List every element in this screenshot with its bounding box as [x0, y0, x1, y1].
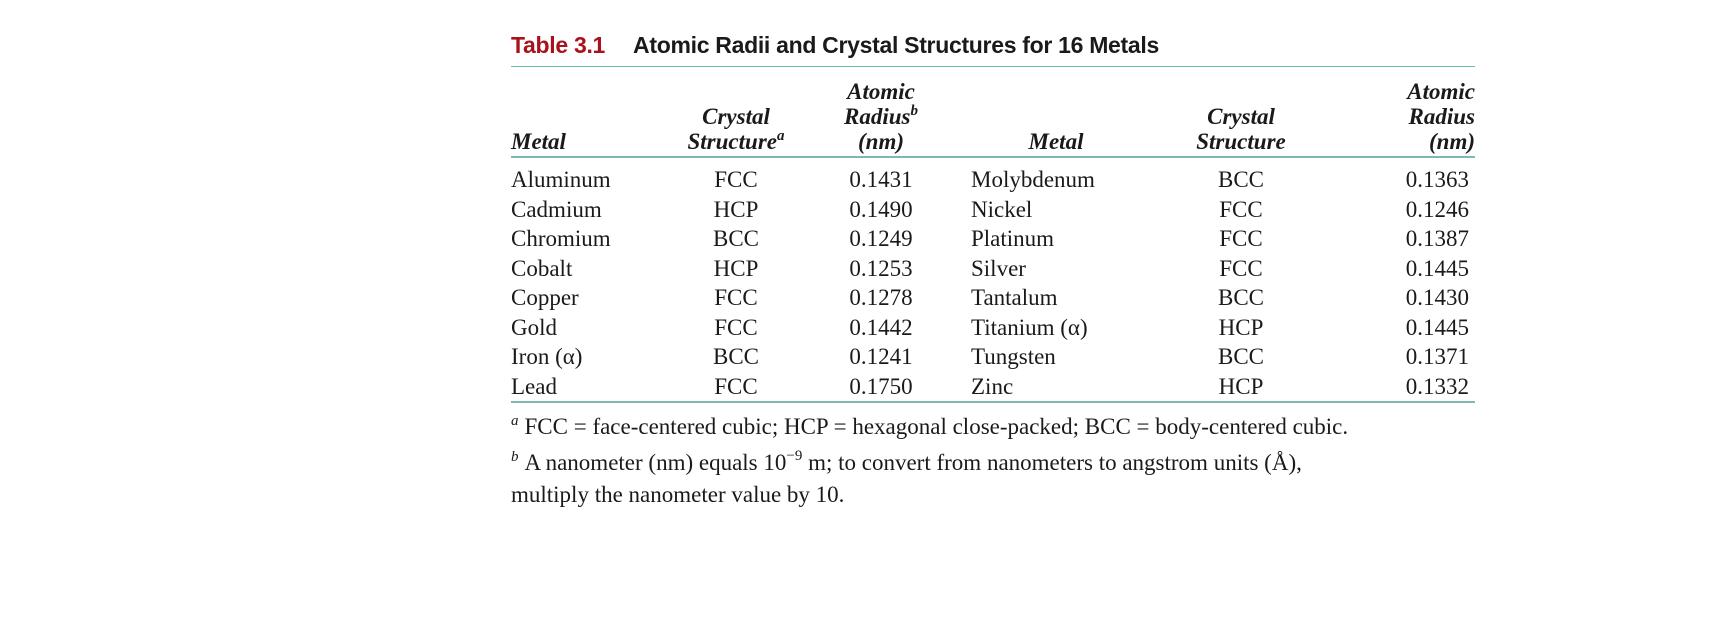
atomic-radius: 0.1445: [1405, 255, 1469, 281]
atomic-radius: 0.1430: [1405, 285, 1469, 310]
footnote-ref-a: a: [776, 128, 785, 144]
table-document: Table 3.1 Atomic Radii and Crystal Struct…: [511, 28, 1475, 511]
crystal-structure: FCC: [1219, 226, 1263, 251]
table-row: Iron (α) BCC 0.1241 Tungsten BCC 0.1371: [511, 342, 1475, 372]
crystal-structure: HCP: [1218, 373, 1264, 399]
metal-name: Copper: [511, 285, 579, 310]
metal-name: Aluminum: [511, 167, 611, 192]
crystal-structure: BCC: [712, 344, 760, 369]
footnote-mark-a: a: [511, 413, 519, 429]
atomic-radius: 0.1431: [849, 167, 913, 192]
crystal-structure: HCP: [713, 255, 759, 281]
crystal-structure: HCP: [713, 196, 759, 222]
atomic-radius: 0.1246: [1405, 196, 1469, 222]
header-rule: [511, 156, 1475, 158]
exponent: −9: [786, 448, 803, 464]
metal-name: Cobalt: [511, 255, 573, 281]
crystal-structure: BCC: [1217, 167, 1265, 192]
footnotes: a FCC = face-centered cubic; HCP = hexago…: [511, 411, 1475, 511]
crystal-structure: BCC: [1217, 344, 1265, 369]
crystal-structure: HCP: [1218, 314, 1264, 340]
crystal-structure: FCC: [714, 285, 758, 310]
atomic-radius: 0.1445: [1405, 314, 1469, 340]
table-header: Metal Crystal Structurea Atomic Radiusb …: [511, 67, 1475, 158]
metal-name: Gold: [511, 314, 557, 340]
atomic-radius: 0.1253: [849, 255, 913, 281]
table-caption: Table 3.1 Atomic Radii and Crystal Struct…: [511, 28, 1475, 66]
header-atomic-radius-right: Atomic Radius (nm): [1407, 79, 1475, 154]
footnote-a: a FCC = face-centered cubic; HCP = hexago…: [511, 411, 1475, 443]
atomic-radius: 0.1241: [849, 344, 913, 369]
atomic-radius: 0.1371: [1405, 344, 1469, 369]
atomic-radius: 0.1387: [1405, 226, 1469, 251]
table-row: Lead FCC 0.1750 Zinc HCP 0.1332: [511, 372, 1475, 402]
crystal-structure: FCC: [1219, 196, 1263, 222]
metal-name: Iron (α): [511, 344, 583, 369]
crystal-structure: FCC: [714, 373, 758, 399]
metals-table: Metal Crystal Structurea Atomic Radiusb …: [511, 67, 1475, 401]
header-atomic-radius-left: Atomic Radiusb (nm): [844, 79, 918, 154]
atomic-radius: 0.1332: [1405, 373, 1469, 399]
header-metal-right: Metal: [1028, 129, 1084, 154]
header-metal-left: Metal: [511, 129, 566, 154]
metal-name: Tantalum: [971, 285, 1058, 310]
metal-name: Tungsten: [971, 344, 1056, 369]
table-body: Aluminum FCC 0.1431 Molybdenum BCC 0.136…: [511, 158, 1475, 401]
footnote-mark-b: b: [511, 449, 519, 465]
table-row: Chromium BCC 0.1249 Platinum FCC 0.1387: [511, 224, 1475, 254]
footnote-a-text: FCC = face-centered cubic; HCP = hexagon…: [524, 414, 1349, 439]
metal-name: Cadmium: [511, 196, 602, 222]
crystal-structure: FCC: [714, 167, 758, 192]
atomic-radius: 0.1490: [849, 196, 913, 222]
metal-name: Nickel: [971, 196, 1033, 222]
metal-name: Molybdenum: [971, 167, 1095, 192]
table-title: Atomic Radii and Crystal Structures for …: [633, 32, 1159, 58]
table-row: Gold FCC 0.1442 Titanium (α) HCP 0.1445: [511, 313, 1475, 343]
table-row: Cobalt HCP 0.1253 Silver FCC 0.1445: [511, 254, 1475, 284]
metal-name: Platinum: [971, 226, 1055, 251]
table-row: Copper FCC 0.1278 Tantalum BCC 0.1430: [511, 283, 1475, 313]
metal-name: Titanium (α): [971, 314, 1088, 340]
footnote-ref-b: b: [910, 103, 918, 119]
crystal-structure: BCC: [1217, 285, 1265, 310]
table-row: Cadmium HCP 0.1490 Nickel FCC 0.1246: [511, 195, 1475, 225]
footnote-b-line2: multiply the nanometer value by 10.: [511, 482, 845, 507]
table-number: Table 3.1: [511, 32, 606, 58]
metal-name: Chromium: [511, 226, 611, 251]
metal-name: Zinc: [971, 373, 1014, 399]
top-rule: [511, 66, 1475, 67]
crystal-structure: BCC: [712, 226, 760, 251]
atomic-radius: 0.1278: [849, 285, 913, 310]
crystal-structure: FCC: [1219, 255, 1263, 281]
atomic-radius: 0.1363: [1405, 167, 1469, 192]
table-row: Aluminum FCC 0.1431 Molybdenum BCC 0.136…: [511, 158, 1475, 195]
header-crystal-structure-right: Crystal Structure: [1196, 104, 1286, 154]
metal-name: Silver: [971, 255, 1026, 281]
atomic-radius: 0.1442: [849, 314, 913, 340]
atomic-radius: 0.1750: [849, 373, 913, 399]
metal-name: Lead: [511, 373, 557, 399]
atomic-radius: 0.1249: [849, 226, 913, 251]
header-crystal-structure-left: Crystal Structurea: [687, 104, 785, 154]
bottom-rule: [511, 401, 1475, 403]
crystal-structure: FCC: [714, 314, 758, 340]
